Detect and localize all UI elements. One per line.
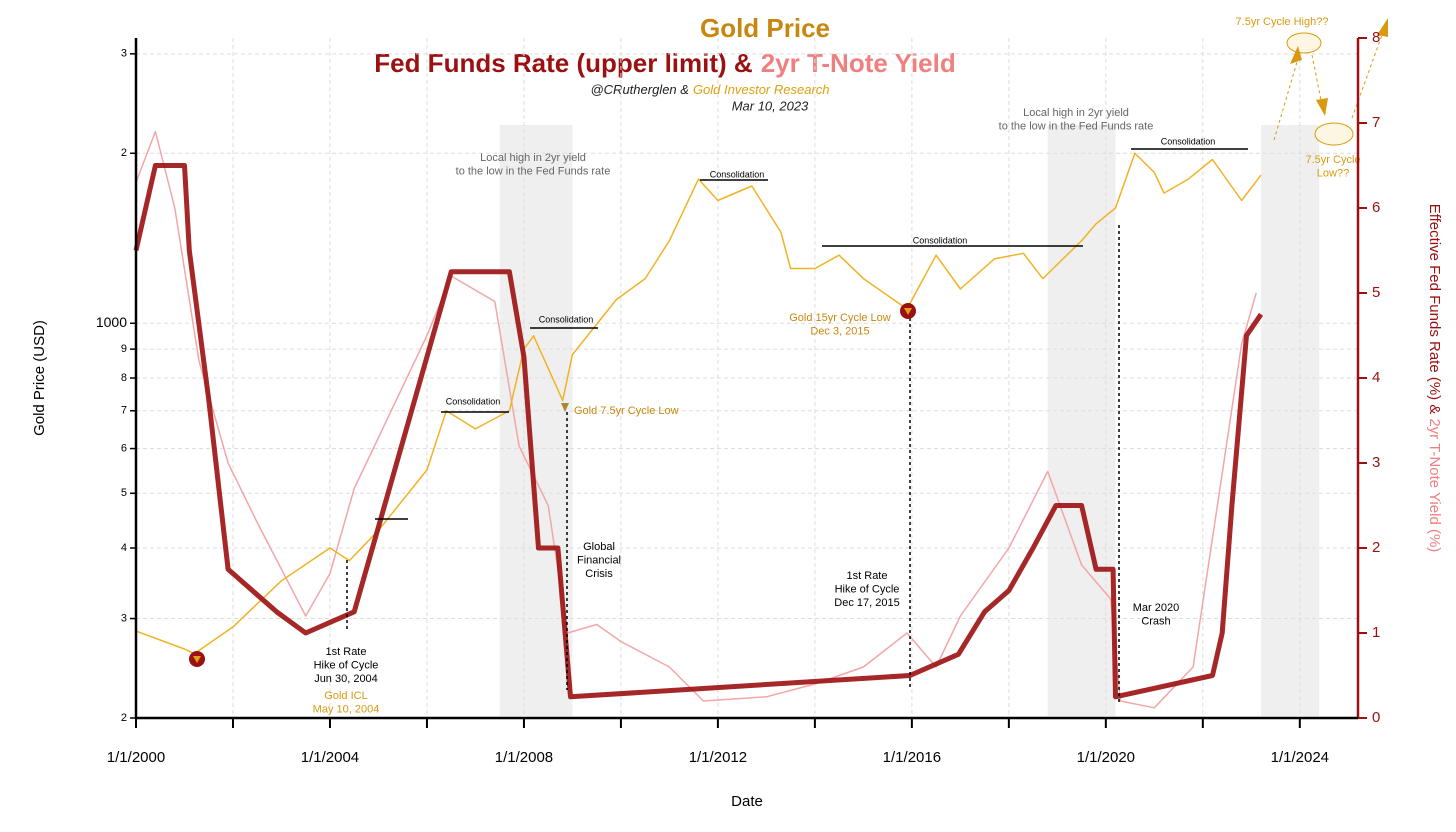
arrow-head — [1290, 46, 1302, 64]
low-marker — [904, 308, 912, 315]
x-tick-label: 1/1/2000 — [107, 749, 165, 766]
y-tick-label: 7 — [121, 405, 127, 417]
annotation: Gold 15yr Cycle Low — [789, 312, 891, 324]
annotation: Gold 7.5yr Cycle Low — [574, 405, 679, 417]
y2-tick-label: 6 — [1372, 199, 1380, 216]
y2-tick-label: 1 — [1372, 624, 1380, 641]
credit: @CRutherglen & Gold Investor Research — [590, 82, 829, 97]
annotation: 7.5yr Cycle High?? — [1236, 16, 1329, 28]
annotation: Dec 17, 2015 — [834, 597, 899, 609]
y-tick-label: 5 — [121, 487, 127, 499]
cycle-arrow — [1351, 34, 1383, 119]
line-layer — [133, 130, 1264, 709]
chart-subtitle: Fed Funds Rate (upper limit) & 2yr T-Note… — [374, 48, 956, 78]
shaded-span — [499, 125, 573, 716]
annotation: Low?? — [1317, 167, 1349, 179]
cycle-arrow — [1311, 54, 1323, 106]
chart-date: Mar 10, 2023 — [732, 98, 809, 113]
annotation: 7.5yr Cycle — [1305, 154, 1360, 166]
annotation: Global — [583, 541, 615, 553]
annotation: Consolidation — [539, 314, 594, 324]
annotation: Hike of Cycle — [835, 583, 900, 595]
y-tick-label: 2 — [121, 712, 127, 724]
y2-tick-label: 3 — [1372, 454, 1380, 471]
y2-label-part: Effective Fed Funds Rate (%) & — [1426, 204, 1443, 415]
shade-layer — [499, 125, 1320, 716]
axis-layer: 1/1/2000 1/1/2004 1/1/2008 1/1/2012 1/1/2016… — [96, 29, 1381, 766]
arrow-head — [1316, 98, 1328, 116]
annotation: Local high in 2yr yield — [1023, 107, 1129, 119]
y-tick-label: 9 — [121, 343, 127, 355]
shaded-span — [1047, 125, 1116, 716]
y2-tick-label: 2 — [1372, 539, 1380, 556]
cycle-ellipse — [1314, 122, 1354, 146]
shaded-span — [1261, 125, 1320, 716]
low-marker — [193, 656, 201, 663]
annotation: Crash — [1141, 615, 1170, 627]
y-tick-label: 8 — [121, 372, 127, 384]
x-tick-label: 1/1/2008 — [495, 749, 553, 766]
cycle-arrow — [1273, 61, 1298, 141]
x-tick-label: 1/1/2024 — [1271, 749, 1329, 766]
annotation: Hike of Cycle — [314, 659, 379, 671]
annotation: Jun 30, 2004 — [314, 673, 378, 685]
y-tick-label: 1000 — [96, 314, 127, 330]
annotation: May 10, 2004 — [313, 703, 380, 715]
x-tick-label: 1/1/2012 — [689, 749, 747, 766]
y2-tick-label: 0 — [1372, 709, 1380, 726]
annotation: Financial — [577, 554, 621, 566]
annotation: 1st Rate — [847, 570, 888, 582]
x-tick-label: 1/1/2004 — [301, 749, 359, 766]
arrow-head — [1377, 18, 1388, 37]
y-axis-label: Gold Price (USD) — [31, 320, 48, 436]
subtitle-part: Fed Funds Rate (upper limit) & — [374, 48, 752, 78]
y2-tick-label: 4 — [1372, 369, 1380, 386]
annotation: to the low in the Fed Funds rate — [456, 165, 611, 177]
credit-part: @CRutherglen & — [590, 82, 688, 97]
annotation: Mar 2020 — [1133, 602, 1179, 614]
y2-tick-label: 8 — [1372, 29, 1380, 46]
low-marker — [561, 403, 569, 412]
credit-part: Gold Investor Research — [693, 82, 830, 97]
annotation: Consolidation — [446, 396, 501, 406]
subtitle-part: 2yr T-Note Yield — [761, 48, 956, 78]
annotation: to the low in the Fed Funds rate — [999, 120, 1154, 132]
y-tick-label: 4 — [121, 542, 127, 554]
x-tick-label: 1/1/2016 — [883, 749, 941, 766]
annotation: Consolidation — [710, 169, 765, 179]
grid-layer — [135, 38, 1358, 719]
y2-axis-label: Effective Fed Funds Rate (%) & 2yr T-Note… — [1426, 204, 1443, 553]
annotation: Crisis — [585, 568, 613, 580]
annotation: Consolidation — [913, 235, 968, 245]
chart-title: Gold Price — [700, 13, 830, 43]
x-axis-label: Date — [731, 793, 763, 810]
y2-tick-label: 7 — [1372, 114, 1380, 131]
y-tick-label: 2 — [121, 147, 127, 159]
y2-label-part: 2yr T-Note Yield (%) — [1426, 418, 1443, 552]
y2-tick-label: 5 — [1372, 284, 1380, 301]
series-line — [133, 163, 1264, 700]
cycle-ellipse — [1286, 32, 1322, 54]
y-tick-label: 3 — [121, 612, 127, 624]
annotation: 1st Rate — [326, 646, 367, 658]
x-tick-label: 1/1/2020 — [1077, 749, 1135, 766]
annotation: Dec 3, 2015 — [810, 325, 869, 337]
y-tick-label: 6 — [121, 442, 127, 454]
annotation: Gold ICL — [324, 690, 367, 702]
annotation: Consolidation — [1161, 136, 1216, 146]
annotation: Local high in 2yr yield — [480, 152, 586, 164]
y-tick-label: 3 — [121, 48, 127, 60]
